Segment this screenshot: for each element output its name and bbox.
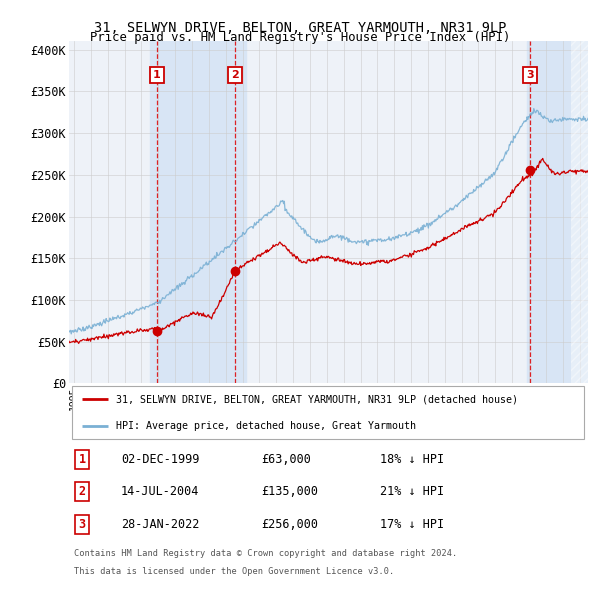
Text: 02-DEC-1999: 02-DEC-1999 [121,453,199,466]
Text: 2: 2 [231,70,239,80]
Text: 31, SELWYN DRIVE, BELTON, GREAT YARMOUTH, NR31 9LP (detached house): 31, SELWYN DRIVE, BELTON, GREAT YARMOUTH… [116,394,518,404]
Text: 1: 1 [79,453,86,466]
Text: 28-JAN-2022: 28-JAN-2022 [121,518,199,531]
Text: 21% ↓ HPI: 21% ↓ HPI [380,485,445,498]
Text: Price paid vs. HM Land Registry's House Price Index (HPI): Price paid vs. HM Land Registry's House … [90,31,510,44]
Text: This data is licensed under the Open Government Licence v3.0.: This data is licensed under the Open Gov… [74,567,394,576]
Text: £135,000: £135,000 [261,485,318,498]
Text: 1: 1 [153,70,161,80]
Text: 3: 3 [527,70,534,80]
Bar [150,41,246,384]
Text: 2: 2 [79,485,86,498]
Text: 3: 3 [79,518,86,531]
Text: £63,000: £63,000 [261,453,311,466]
Text: 18% ↓ HPI: 18% ↓ HPI [380,453,445,466]
Text: £256,000: £256,000 [261,518,318,531]
Bar [571,41,588,384]
Text: 14-JUL-2004: 14-JUL-2004 [121,485,199,498]
Bar [527,41,588,384]
Text: 31, SELWYN DRIVE, BELTON, GREAT YARMOUTH, NR31 9LP: 31, SELWYN DRIVE, BELTON, GREAT YARMOUTH… [94,21,506,35]
Text: HPI: Average price, detached house, Great Yarmouth: HPI: Average price, detached house, Grea… [116,421,416,431]
Text: Contains HM Land Registry data © Crown copyright and database right 2024.: Contains HM Land Registry data © Crown c… [74,549,457,558]
FancyBboxPatch shape [71,386,584,439]
Text: 17% ↓ HPI: 17% ↓ HPI [380,518,445,531]
